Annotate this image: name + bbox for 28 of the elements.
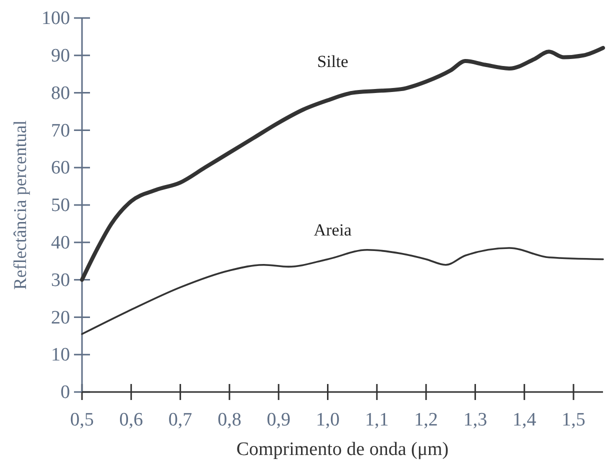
y-tick-label: 80: [51, 82, 70, 104]
y-tick-label: 70: [51, 120, 70, 142]
x-tick-label: 0,7: [168, 409, 192, 430]
x-tick-label: 1,5: [562, 409, 586, 430]
y-tick-label: 20: [51, 307, 70, 328]
y-axis-title: Reflectância percentual: [10, 120, 30, 290]
series-label: Areia: [314, 220, 352, 240]
x-tick-label: 1,4: [512, 409, 537, 430]
x-tick-label: 0,6: [119, 409, 144, 430]
x-axis-title: Comprimento de onda (μm): [236, 439, 449, 460]
x-tick-label: 0,5: [70, 409, 94, 430]
y-tick-label: 100: [42, 8, 70, 30]
y-tick-label: 40: [51, 232, 70, 254]
x-tick-label: 0,9: [266, 409, 290, 430]
y-tick-label: 30: [51, 270, 70, 291]
x-tick-label: 1,3: [463, 409, 488, 430]
y-tick-label: 50: [51, 195, 70, 216]
line-series: [81, 247, 604, 335]
x-tick-label: 0,8: [218, 409, 242, 430]
line-series: [80, 46, 605, 282]
x-tick-label: 1,2: [414, 409, 438, 430]
y-tick-label: 90: [51, 45, 70, 66]
y-tick-label: 10: [51, 344, 70, 366]
series-label: Silte: [317, 52, 348, 71]
y-tick-label: 0: [60, 382, 70, 404]
x-tick-label: 1,0: [316, 409, 340, 430]
x-tick-label: 1,1: [365, 409, 389, 430]
y-tick-label: 60: [51, 158, 70, 179]
